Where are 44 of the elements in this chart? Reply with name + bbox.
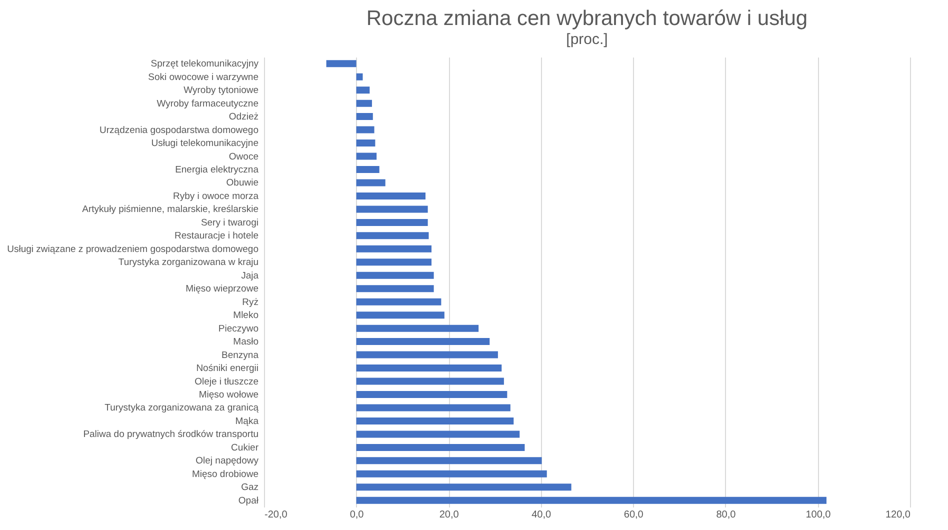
y-tick-label: Usługi telekomunikacyjne <box>151 138 258 150</box>
y-tick-label: Soki owocowe i warzywne <box>148 72 258 83</box>
chart-subtitle: [proc.] <box>566 31 608 48</box>
y-tick-label: Pieczywo <box>218 323 258 334</box>
y-tick-label: Mleko <box>233 310 258 322</box>
x-tick-label: 60,0 <box>624 510 644 520</box>
y-tick-label: Opał <box>238 495 260 506</box>
y-tick-label: Masło <box>233 336 258 348</box>
x-tick-label: 20,0 <box>439 510 460 520</box>
y-tick-label: Mięso wołowe <box>198 390 258 400</box>
y-tick-label: Paliwa do prywatnych środków transportu <box>83 429 258 440</box>
y-tick-label: Odzież <box>228 112 259 123</box>
y-tick-label: Nośniki energii <box>196 363 258 374</box>
y-tick-label: Wyroby farmaceutyczne <box>156 98 258 110</box>
y-tick-label: Usługi związane z prowadzeniem gospodarstwa domowego <box>7 244 258 255</box>
y-tick-label: Artykuły piśmienne, malarskie, kreślarskie <box>82 204 258 216</box>
y-tick-label: Ryż <box>242 296 259 308</box>
x-tick-label: 0,0 <box>350 510 364 520</box>
y-tick-label: Wyroby tytoniowe <box>184 85 258 96</box>
y-tick-label: Jaja <box>241 270 260 282</box>
x-tick-label: -20,0 <box>264 510 288 520</box>
y-tick-label: Gaz <box>241 482 259 494</box>
y-tick-label: Restauracje i hotele <box>174 230 258 242</box>
x-tick-label: 120,0 <box>885 510 911 520</box>
y-tick-label: Sery i twarogi <box>200 217 258 228</box>
y-tick-label: Mięso drobiowe <box>192 468 258 480</box>
y-tick-label: Sprzęt telekomunikacyjny <box>150 58 259 70</box>
y-tick-label: Mięso wieprzowe <box>186 284 258 295</box>
chart-title: Roczna zmiana cen wybranych towarów i usług <box>366 7 808 30</box>
y-tick-label: Mąka <box>235 416 260 427</box>
y-tick-label: Urządzenia gospodarstwa domowego <box>100 124 258 136</box>
y-tick-label: Turystyka zorganizowana w kraju <box>118 257 258 268</box>
y-tick-label: Obuwie <box>226 178 258 189</box>
y-tick-label: Turystyka zorganizowana za granicą <box>104 402 260 414</box>
y-tick-label: Benzyna <box>222 350 260 361</box>
x-tick-label: 100,0 <box>806 510 832 520</box>
y-tick-label: Oleje i tłuszcze <box>194 376 258 388</box>
y-tick-label: Energia elektryczna <box>175 164 260 176</box>
x-tick-label: 80,0 <box>716 510 736 520</box>
y-tick-label: Ryby i owoce morza <box>172 190 260 202</box>
x-tick-label: 40,0 <box>532 510 552 520</box>
y-tick-label: Olej napędowy <box>196 456 259 467</box>
y-tick-label: Owoce <box>228 151 258 162</box>
y-tick-label: Cukier <box>231 442 258 454</box>
